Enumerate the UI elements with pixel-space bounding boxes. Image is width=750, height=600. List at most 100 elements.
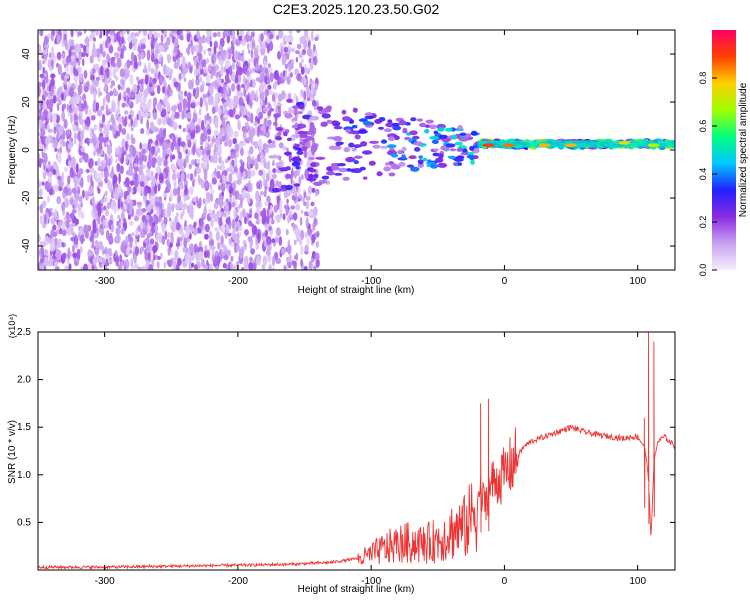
spectrogram-cell	[53, 184, 59, 192]
spectrogram-cell	[391, 153, 399, 158]
spectrogram-cell	[203, 65, 209, 74]
spectrogram-cell	[241, 267, 245, 270]
spectrogram-cell	[222, 212, 227, 217]
spectrogram-cell	[215, 231, 220, 241]
spectrogram-cell	[147, 62, 152, 73]
spectrogram-cell	[42, 171, 47, 180]
spectrogram-cell	[125, 67, 130, 79]
spectrogram-cell	[106, 158, 112, 167]
spectrogram-cell	[206, 112, 210, 122]
spectrogram-cell	[297, 111, 303, 115]
spectrogram-cell	[416, 118, 423, 122]
spectrogram-cell	[161, 223, 166, 234]
spectrogram-cell	[203, 182, 208, 188]
spectrogram-cell	[259, 130, 265, 136]
spectrogram-cell	[147, 233, 151, 239]
spectrogram-cell	[260, 151, 264, 160]
spectrogram-cell	[129, 199, 134, 210]
spectrogram-cell	[70, 236, 75, 242]
spectrogram-cell	[65, 64, 69, 75]
spectrogram-cell	[293, 116, 298, 122]
spectrogram-cell	[111, 200, 116, 210]
spectrogram-cell	[231, 62, 235, 71]
spectrogram-cell	[180, 73, 185, 79]
spectrogram-cell	[387, 136, 396, 142]
spectrogram-cell	[188, 212, 194, 218]
spectrogram-cell	[211, 138, 216, 143]
spectrogram-cell	[222, 262, 227, 269]
spectrogram-cell	[171, 172, 177, 181]
spectrogram-cell	[417, 162, 424, 168]
spectrogram-cell	[119, 165, 124, 175]
spectrogram-cell	[397, 149, 403, 155]
spectrogram-cell	[247, 155, 252, 165]
spectrogram-cell	[183, 237, 187, 249]
spectrogram-cell	[288, 34, 294, 43]
spectrogram-cell	[195, 251, 199, 261]
spectrogram-cell	[158, 209, 162, 216]
spectrogram-cell	[203, 206, 207, 217]
spectrogram-cell	[111, 190, 114, 199]
spectrogram-cell	[221, 135, 226, 142]
spectrogram-cell	[184, 184, 188, 193]
spectrogram-cell	[151, 157, 157, 165]
spectrogram-cell	[154, 215, 159, 225]
spectrogram-cell	[219, 60, 224, 66]
spectrogram-cell	[121, 116, 125, 123]
spectrogram-cell	[58, 125, 64, 135]
spectrogram-cell	[96, 203, 101, 212]
spectrogram-cell	[91, 196, 96, 205]
spectrogram-cell	[125, 153, 129, 164]
spectrogram-cell	[275, 180, 279, 187]
spectrogram-cell	[210, 217, 215, 228]
spectrogram-cell	[255, 90, 258, 102]
spectrogram-cell	[93, 90, 97, 100]
spectrogram-cell	[269, 72, 274, 83]
spectrogram-cell	[315, 190, 318, 197]
spectrogram-cell	[266, 236, 272, 245]
spectrogram-cell	[117, 214, 121, 220]
spectrogram-cell	[287, 215, 291, 224]
spectrogram-cell	[289, 63, 294, 70]
spectrogram-cell	[129, 180, 135, 186]
spectrogram-cell	[284, 93, 288, 100]
spectrogram-cell	[42, 79, 46, 90]
spectrogram-cell	[414, 147, 421, 152]
spectrogram-cell	[335, 142, 342, 147]
spectrogram-cell	[277, 93, 283, 102]
spectrogram-cell	[244, 108, 248, 114]
spectrogram-cell	[342, 116, 351, 122]
spectrogram-cell	[81, 58, 85, 67]
spectrogram-cell	[283, 151, 292, 156]
spectrogram-cell	[333, 126, 343, 130]
spectrogram-cell	[89, 167, 95, 174]
spectrogram-cell	[105, 209, 109, 217]
spectrogram-cell	[218, 156, 222, 164]
spectrogram-cell	[308, 137, 315, 141]
spectrogram-cell	[111, 101, 116, 112]
spectrogram-cell	[75, 218, 79, 225]
spectrogram-cell	[230, 152, 235, 160]
spectrogram-cell	[39, 73, 45, 78]
spectrogram-cell	[213, 154, 217, 163]
spectrogram-cell	[433, 130, 439, 135]
spectrogram-cell	[293, 108, 298, 116]
spectrogram-cell	[146, 214, 150, 220]
spectrogram-cell	[103, 195, 108, 203]
spectrogram-cell	[211, 81, 216, 87]
spectrogram-cell	[263, 190, 267, 198]
spectrogram-cell	[389, 163, 397, 167]
spectrogram-cell	[126, 59, 131, 69]
spectrogram-cell	[265, 161, 271, 170]
spectrogram-cell	[97, 110, 103, 117]
spectrogram-cell	[255, 77, 261, 82]
spectrogram-cell	[257, 139, 263, 148]
spectrogram-cell	[313, 181, 323, 186]
spectrogram-cell	[38, 59, 42, 71]
spectrogram-cell	[224, 30, 229, 38]
spectrogram-cell	[171, 222, 177, 233]
spectrogram-cell	[226, 124, 231, 133]
spectrogram-cell	[196, 150, 199, 155]
spectrogram-cell	[190, 102, 196, 109]
spectrogram-cell	[194, 59, 200, 64]
